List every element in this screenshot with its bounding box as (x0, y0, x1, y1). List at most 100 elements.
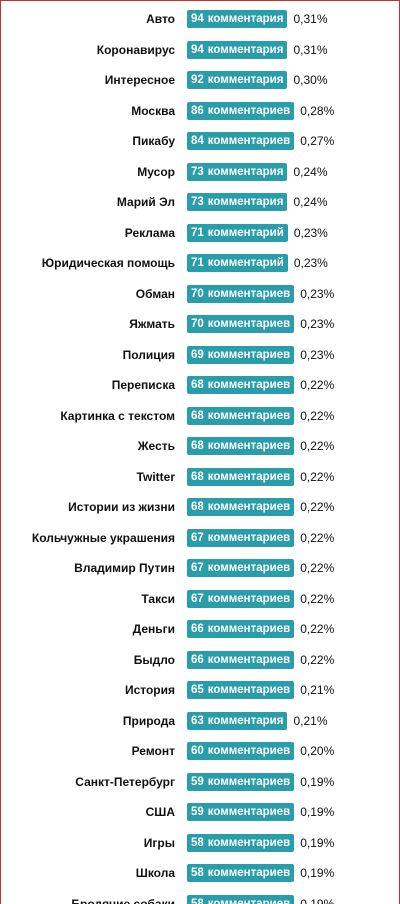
tag-label[interactable]: Авто (146, 12, 175, 26)
tag-label[interactable]: Марий Эл (116, 195, 175, 209)
tag-label[interactable]: Мусор (137, 164, 175, 179)
comment-count-word: комментариев (207, 592, 291, 605)
tag-label[interactable]: Жесть (137, 439, 175, 453)
comment-count-value: 58 (191, 867, 204, 879)
table-row: Ремонт 60 комментариев 0,20% (1, 736, 399, 767)
comment-count-value: 67 (191, 592, 204, 605)
comment-count-value: 68 (191, 501, 204, 513)
percent-value: 0,19% (300, 835, 335, 850)
percent-value: 0,30% (293, 73, 328, 87)
comment-count-value: 59 (191, 806, 204, 818)
table-row: Деньги 66 комментариев 0,22% (1, 614, 399, 645)
table-row: Марий Эл 73 комментария 0,24% (1, 187, 399, 218)
tag-label[interactable]: Реклама (124, 225, 175, 240)
percent-value: 0,22% (300, 622, 335, 636)
percent-value: 0,22% (300, 591, 335, 606)
percent-value: 0,19% (300, 805, 335, 819)
comment-count-word: комментария (207, 13, 284, 25)
comment-count-value: 71 (191, 226, 204, 239)
comment-count-badge: 67 комментариев (187, 528, 295, 547)
comment-count-value: 58 (191, 836, 204, 849)
comment-count-badge: 58 комментариев (187, 833, 295, 852)
table-row: Картинка с текстом 68 комментариев 0,22% (1, 401, 399, 432)
percent-value: 0,22% (300, 652, 335, 667)
comment-count-word: комментариев (207, 867, 291, 879)
tag-label[interactable]: Интересное (104, 73, 175, 87)
tag-label[interactable]: Ремонт (131, 744, 175, 758)
comment-count-badge: 66 комментариев (187, 620, 295, 638)
tag-label[interactable]: Twitter (136, 469, 175, 484)
table-row: Жесть 68 комментариев 0,22% (1, 431, 399, 462)
comment-count-word: комментариев (207, 775, 291, 788)
tag-label[interactable]: Юридическая помощь (41, 256, 175, 270)
table-row: Игры 58 комментариев 0,19% (1, 828, 399, 859)
comment-count-badge: 58 комментариев (187, 864, 295, 882)
comment-count-word: комментариев (207, 806, 291, 818)
percent-value: 0,31% (293, 42, 328, 57)
comment-count-value: 73 (191, 165, 204, 178)
tag-label[interactable]: Картинка с текстом (60, 408, 175, 423)
tag-label[interactable]: Игры (143, 835, 175, 850)
comment-count-word: комментария (207, 165, 284, 178)
comment-count-badge: 70 комментариев (187, 284, 295, 303)
percent-value: 0,19% (300, 896, 335, 904)
comment-count-badge: 86 комментариев (187, 101, 295, 120)
tag-label[interactable]: Деньги (132, 622, 175, 636)
tag-label[interactable]: Кольчужные украшения (31, 530, 175, 545)
comment-count-badge: 66 комментариев (187, 650, 295, 669)
percent-value: 0,23% (293, 256, 328, 270)
table-row: Бродячие собаки 58 комментариев 0,19% (1, 889, 399, 904)
tag-label[interactable]: Обман (135, 286, 175, 301)
comment-count-word: комментариев (207, 470, 291, 483)
table-row: Авто 94 комментария 0,31% (1, 4, 399, 35)
tag-label[interactable]: Владимир Путин (74, 561, 175, 575)
comment-count-word: комментариев (207, 135, 291, 147)
comment-count-word: комментариев (207, 348, 291, 361)
percent-value: 0,21% (300, 683, 335, 697)
tag-label[interactable]: Быдло (133, 652, 175, 667)
comment-count-value: 86 (191, 104, 204, 117)
comment-count-badge: 58 комментариев (187, 894, 295, 904)
comment-count-badge: 67 комментариев (187, 589, 295, 608)
comment-count-value: 58 (191, 897, 204, 904)
percent-value: 0,21% (293, 713, 328, 728)
percent-value: 0,24% (293, 164, 328, 179)
tag-label[interactable]: Переписка (111, 378, 175, 392)
tag-label[interactable]: Такси (141, 591, 175, 606)
comment-count-word: комментариев (207, 623, 291, 635)
percent-value: 0,28% (300, 103, 335, 118)
tag-label[interactable]: Санкт-Петербург (75, 774, 175, 789)
comment-count-badge: 67 комментариев (187, 559, 295, 577)
comment-count-badge: 69 комментариев (187, 345, 295, 364)
percent-value: 0,27% (300, 134, 335, 148)
comment-count-value: 66 (191, 623, 204, 635)
table-row: Быдло 66 комментариев 0,22% (1, 645, 399, 676)
comment-count-badge: 68 комментариев (187, 498, 295, 516)
tag-label[interactable]: Полиция (122, 347, 175, 362)
percent-value: 0,22% (300, 561, 335, 575)
tag-label[interactable]: Яжмать (129, 317, 175, 331)
comment-count-word: комментариев (207, 653, 291, 666)
tag-label[interactable]: Природа (122, 713, 175, 728)
tag-label[interactable]: США (145, 805, 175, 819)
tag-label[interactable]: История (124, 683, 175, 697)
table-row: Интересное 92 комментария 0,30% (1, 65, 399, 96)
percent-value: 0,31% (293, 12, 328, 26)
percent-value: 0,22% (300, 378, 335, 392)
comment-count-value: 67 (191, 531, 204, 544)
tag-label[interactable]: Москва (131, 103, 175, 118)
tag-label[interactable]: Бродячие собаки (71, 896, 175, 904)
tag-label[interactable]: Коронавирус (96, 42, 175, 57)
comment-count-word: комментариев (207, 501, 291, 513)
comment-count-word: комментариев (207, 409, 291, 422)
table-row: Москва 86 комментариев 0,28% (1, 96, 399, 127)
comment-count-value: 65 (191, 684, 204, 696)
comment-count-value: 92 (191, 74, 204, 86)
comment-count-value: 71 (191, 257, 204, 269)
tag-label[interactable]: Истории из жизни (68, 500, 175, 514)
tag-label[interactable]: Пикабу (132, 134, 175, 148)
tag-label[interactable]: Школа (135, 866, 175, 880)
comment-count-badge: 65 комментариев (187, 681, 295, 699)
table-row: Пикабу 84 комментариев 0,27% (1, 126, 399, 157)
comment-count-value: 59 (191, 775, 204, 788)
